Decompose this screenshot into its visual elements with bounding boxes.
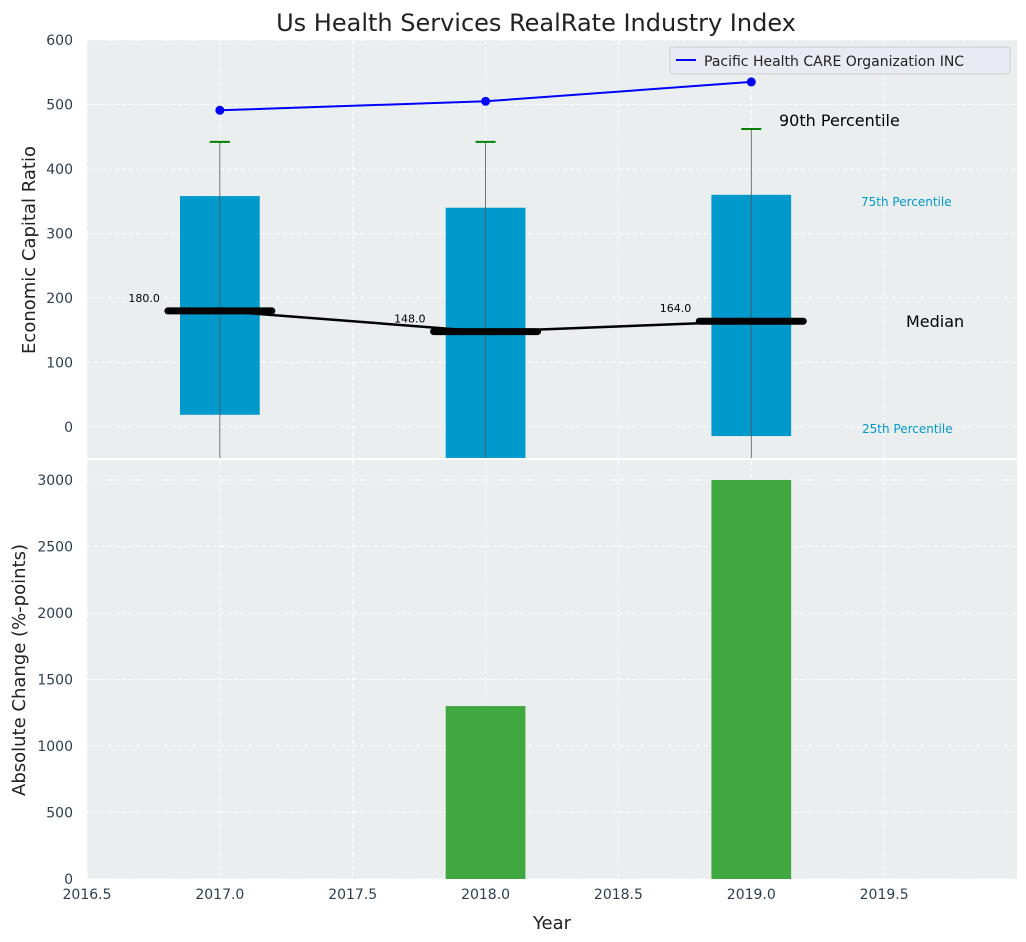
legend-box bbox=[669, 46, 1011, 75]
y-tick-label: 200 bbox=[46, 291, 73, 307]
change-bar bbox=[711, 479, 792, 879]
y-tick-label: 400 bbox=[46, 162, 73, 178]
company-point bbox=[481, 96, 491, 106]
y-tick-label: 1000 bbox=[37, 739, 73, 755]
y-tick-label: 1500 bbox=[37, 672, 73, 688]
top-panel: 0 100 200 300 400 500 600 180.0 148.0 164.0 90th P… bbox=[46, 33, 1017, 458]
y-tick-label: 2500 bbox=[37, 539, 73, 555]
y-tick-label: 600 bbox=[46, 33, 73, 49]
company-point bbox=[746, 77, 756, 87]
x-tick-label: 2019.0 bbox=[727, 887, 776, 903]
chart-title: Us Health Services RealRate Industry Ind… bbox=[276, 9, 796, 37]
annotation-p75: 75th Percentile bbox=[861, 195, 952, 209]
plot-background bbox=[87, 460, 1017, 879]
annotation-p25: 25th Percentile bbox=[862, 422, 953, 436]
annotation-median: Median bbox=[906, 312, 964, 331]
y-tick-label: 500 bbox=[46, 805, 73, 821]
y-tick-label: 3000 bbox=[37, 473, 73, 489]
x-tick-label: 2018.5 bbox=[594, 887, 643, 903]
y-tick-label: 100 bbox=[46, 356, 73, 372]
x-tick-label: 2019.5 bbox=[860, 887, 909, 903]
y-tick-label: 0 bbox=[64, 420, 73, 436]
x-tick-label: 2018.0 bbox=[461, 887, 510, 903]
median-label: 164.0 bbox=[660, 302, 692, 315]
y-tick-label: 2000 bbox=[37, 606, 73, 622]
change-bar bbox=[445, 706, 526, 879]
x-tick-label: 2016.5 bbox=[63, 887, 112, 903]
median-label: 180.0 bbox=[128, 292, 160, 305]
top-ylabel: Economic Capital Ratio bbox=[19, 146, 40, 354]
annotation-p90: 90th Percentile bbox=[779, 111, 900, 130]
x-tick-label: 2017.0 bbox=[195, 887, 244, 903]
median-label: 148.0 bbox=[394, 313, 426, 326]
y-tick-label: 500 bbox=[46, 98, 73, 114]
y-tick-label: 300 bbox=[46, 227, 73, 243]
x-tick-label: 2017.5 bbox=[328, 887, 377, 903]
y-tick-label: 0 bbox=[64, 872, 73, 888]
company-point bbox=[215, 105, 225, 115]
legend-label: Pacific Health CARE Organization INC bbox=[704, 54, 964, 70]
bottom-panel: 2016.5 2017.0 2017.5 2018.0 2018.5 2019.0 2019… bbox=[37, 460, 1017, 903]
bottom-xlabel: Year bbox=[532, 913, 572, 934]
bottom-ylabel: Absolute Change (%-points) bbox=[9, 544, 30, 796]
